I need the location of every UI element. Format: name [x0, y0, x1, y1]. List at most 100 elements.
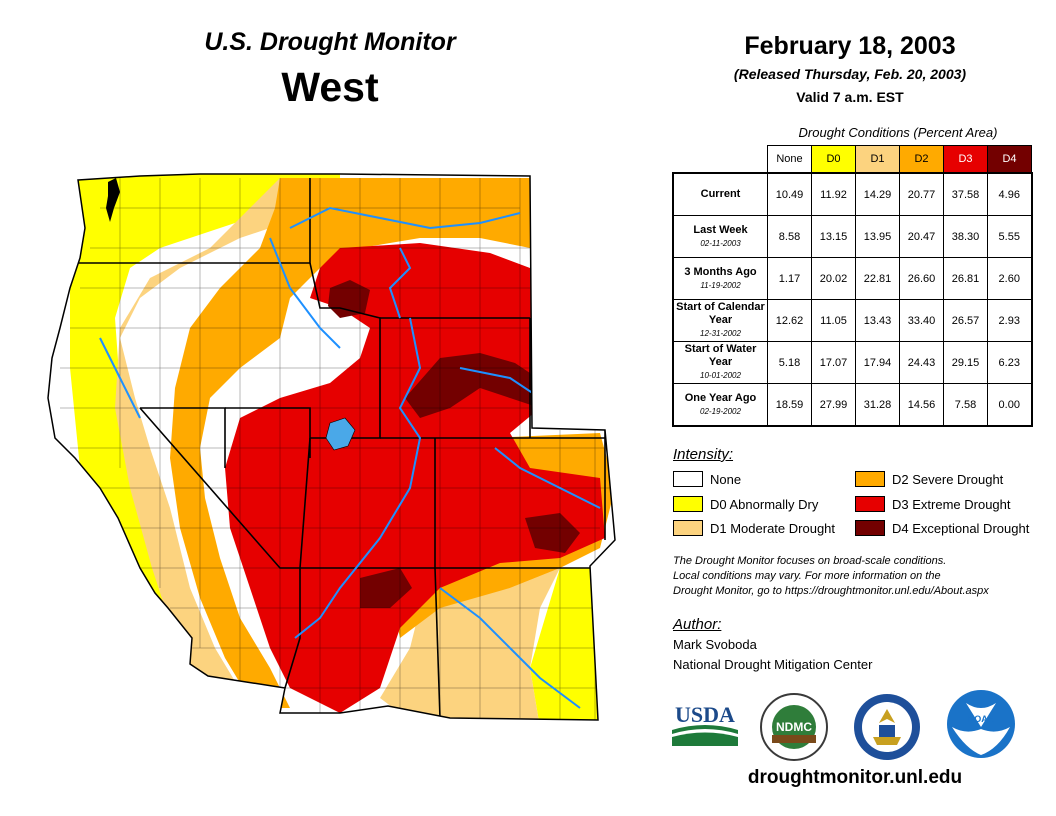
table-cell: 6.23 [987, 341, 1033, 384]
legend-item-d3: D3 Extreme Drought [855, 496, 1011, 512]
table-cell: 5.55 [987, 215, 1033, 258]
table-cell: 18.59 [767, 383, 812, 427]
table-cell: 11.05 [811, 299, 856, 342]
legend-item-d0: D0 Abnormally Dry [673, 496, 818, 512]
table-cell: 14.56 [899, 383, 944, 427]
d0-area [70, 174, 340, 688]
d1-area [115, 178, 340, 703]
row-label: Last Week 02-11-2003 [672, 215, 768, 258]
table-cell: 29.15 [943, 341, 988, 384]
note-text: The Drought Monitor focuses on broad-sca… [673, 554, 1043, 599]
table-row: 3 Months Ago 11-19-2002 1.17 20.02 22.81 … [672, 257, 1033, 300]
usda-logo: USDA [672, 700, 738, 748]
col-header-none: None [767, 145, 812, 174]
row-date: 11-19-2002 [700, 280, 741, 290]
valid-time: Valid 7 a.m. EST [796, 89, 904, 105]
table-cell: 7.58 [943, 383, 988, 427]
ndmc-logo: NDMC [760, 693, 828, 761]
legend-swatch [673, 520, 703, 536]
row-label-text: One Year Ago [684, 391, 757, 404]
table-cell: 13.43 [855, 299, 900, 342]
col-header-d4: D4 [987, 145, 1032, 174]
row-label: 3 Months Ago 11-19-2002 [672, 257, 768, 300]
table-cell: 2.93 [987, 299, 1033, 342]
table-cell: 17.07 [811, 341, 856, 384]
table-cell: 37.58 [943, 172, 988, 216]
legend-label: D4 Exceptional Drought [892, 520, 1030, 536]
table-caption: Drought Conditions (Percent Area) [798, 125, 998, 140]
legend-label: D2 Severe Drought [892, 471, 1004, 487]
legend-label: D0 Abnormally Dry [710, 496, 819, 512]
map-date: February 18, 2003 [744, 32, 956, 60]
row-date: 10-01-2002 [700, 371, 741, 380]
noaa-wave-icon [952, 727, 1010, 755]
table-cell: 20.47 [899, 215, 944, 258]
table-cell: 13.95 [855, 215, 900, 258]
table-row: Current 10.49 11.92 14.29 20.77 37.58 4.… [672, 172, 1033, 216]
table-cell: 33.40 [899, 299, 944, 342]
row-date: 02-11-2003 [700, 238, 741, 248]
table-row: Start of Water Year 10-01-2002 5.18 17.07… [672, 341, 1033, 384]
legend-label: D3 Extreme Drought [892, 496, 1011, 512]
author-name: Mark Svoboda [673, 637, 757, 652]
puget-sound [106, 178, 120, 222]
row-label: One Year Ago 02-19-2002 [672, 383, 768, 427]
table-cell: 22.81 [855, 257, 900, 300]
table-cell: 14.29 [855, 172, 900, 216]
table-cell: 26.57 [943, 299, 988, 342]
col-header-d1: D1 [855, 145, 900, 174]
drought-map-svg [47, 173, 616, 721]
region-title: West [281, 64, 379, 110]
table-cell: 11.92 [811, 172, 856, 216]
table-cell: 26.81 [943, 257, 988, 300]
legend-swatch [673, 496, 703, 512]
usda-logo-text: USDA [675, 702, 735, 727]
table-row: Last Week 02-11-2003 8.58 13.15 13.95 20.… [672, 215, 1033, 258]
legend-swatch [855, 471, 885, 487]
table-cell: 1.17 [767, 257, 812, 300]
table-cell: 2.60 [987, 257, 1033, 300]
d2-area [170, 178, 530, 708]
legend-swatch [855, 496, 885, 512]
website-link[interactable]: droughtmonitor.unl.edu [747, 767, 963, 788]
usda-swoosh-icon [672, 725, 738, 734]
table-cell: 13.15 [811, 215, 856, 258]
legend-item-d4: D4 Exceptional Drought [855, 520, 1029, 536]
table-header-row: None D0 D1 D2 D3 D4 [673, 145, 1032, 174]
table-cell: 24.43 [899, 341, 944, 384]
commerce-logo [853, 693, 921, 761]
drought-table: None D0 D1 D2 D3 D4 Current 10.49 11.92 … [672, 145, 1033, 427]
row-date: 12-31-2002 [700, 329, 741, 338]
table-cell: 26.60 [899, 257, 944, 300]
author-org: National Drought Mitigation Center [673, 657, 873, 672]
noaa-bird-icon [966, 703, 996, 727]
row-label: Start of Water Year 10-01-2002 [672, 341, 768, 384]
table-cell: 12.62 [767, 299, 812, 342]
rivers [99, 206, 601, 709]
row-label: Start of Calendar Year 12-31-2002 [672, 299, 768, 342]
map-title: U.S. Drought Monitor [204, 28, 456, 56]
row-label-text: Start of Water Year [684, 343, 757, 368]
table-cell: 27.99 [811, 383, 856, 427]
noaa-logo-text: NOAA [968, 714, 995, 724]
legend-item-none: None [673, 471, 741, 487]
table-row: Start of Calendar Year 12-31-2002 12.62 1… [672, 299, 1033, 342]
note-line: The Drought Monitor focuses on broad-sca… [673, 555, 947, 567]
legend-item-d1: D1 Moderate Drought [673, 520, 835, 536]
row-label: Current [672, 172, 768, 216]
legend-swatch [855, 520, 885, 536]
usda-ground-icon [672, 732, 738, 746]
note-line: Local conditions may vary. For more info… [673, 570, 941, 582]
legend-label: D1 Moderate Drought [710, 520, 836, 536]
d4-area-colorado [525, 513, 580, 553]
table-cell: 17.94 [855, 341, 900, 384]
row-date: 02-19-2002 [700, 406, 741, 416]
table-cell: 38.30 [943, 215, 988, 258]
legend-title: Intensity: [673, 446, 734, 463]
legend-swatch [673, 471, 703, 487]
col-header-d2: D2 [899, 145, 944, 174]
legend-label: None [710, 471, 742, 487]
table-cell: 5.18 [767, 341, 812, 384]
row-label-text: Current [700, 188, 741, 200]
note-line: Drought Monitor, go to https://droughtmo… [673, 585, 989, 597]
